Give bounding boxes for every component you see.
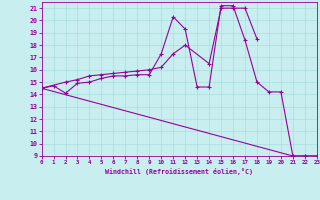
X-axis label: Windchill (Refroidissement éolien,°C): Windchill (Refroidissement éolien,°C) (105, 168, 253, 175)
